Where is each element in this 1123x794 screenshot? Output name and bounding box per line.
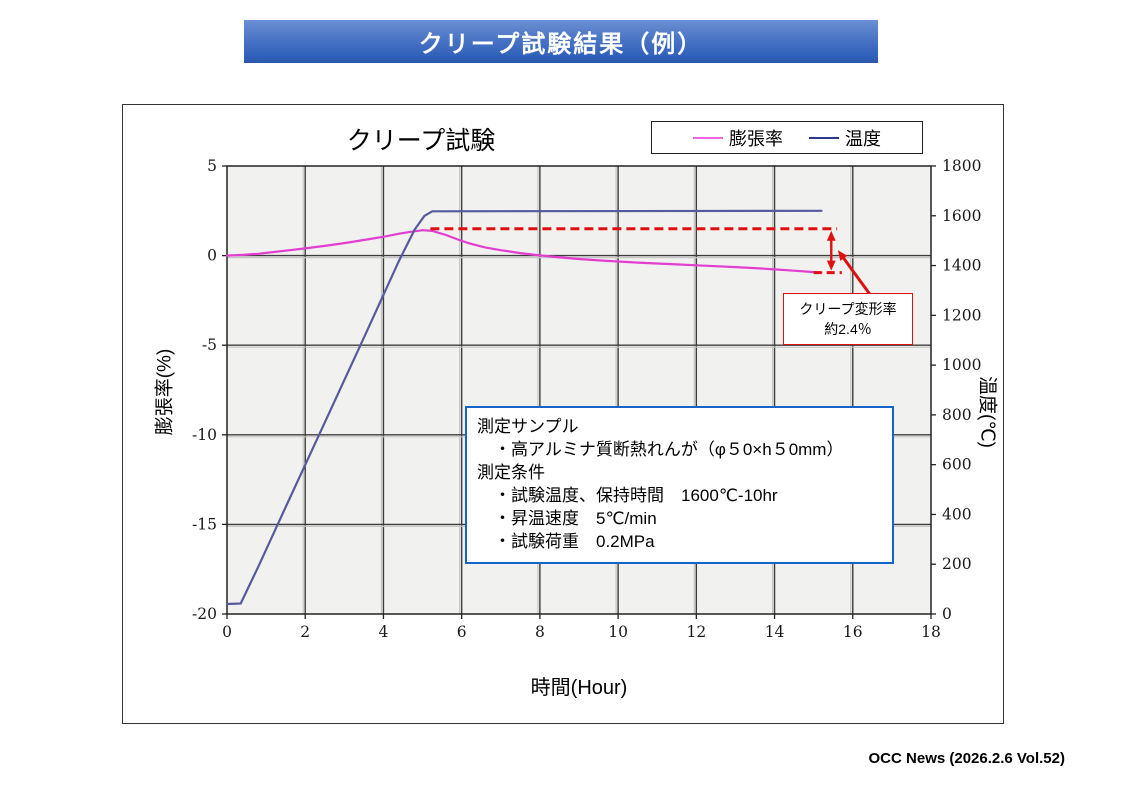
x-tick-label: 16: [843, 623, 863, 641]
y-tick-label-right: 1800: [942, 157, 981, 175]
y-tick-label-right: 1600: [942, 207, 981, 225]
y-tick-label-left: -10: [192, 426, 217, 444]
info-line: 測定条件: [477, 463, 545, 482]
plot-border: [226, 165, 932, 615]
info-line: 測定サンプル: [477, 417, 579, 436]
info-line: ・昇温速度 5℃/min: [477, 509, 657, 528]
x-tick-label: 12: [686, 623, 706, 641]
creep-annotation-box: クリープ変形率 約2.4％: [783, 293, 913, 345]
expansion-line-swatch: [693, 136, 723, 139]
callout-pointer-shaft: [840, 254, 872, 296]
creep-double-arrow-head-up: [826, 230, 836, 241]
legend: 膨張率 温度: [651, 121, 923, 154]
x-tick-label: 14: [765, 623, 785, 641]
credit-text: OCC News (2026.2.6 Vol.52): [868, 750, 1065, 767]
temperature-line-swatch: [809, 136, 839, 139]
x-axis-label: 時間(Hour): [530, 677, 628, 699]
y-axis-label-right: 温度(℃): [976, 376, 998, 448]
y-tick-label-right: 1400: [942, 257, 981, 275]
info-line: ・試験温度、保持時間 1600℃-10hr: [477, 486, 778, 505]
y-tick-label-right: 600: [942, 456, 972, 474]
info-line: ・高アルミナ質断熱れんが（φ５0×h５0mm）: [477, 440, 844, 459]
y-tick-label-right: 200: [942, 555, 972, 573]
chart-panel: 0 2 4 6 8 10 12 14 16 18 5 0 -5 -10 -15 -20 1800 1600 1400…: [122, 104, 1004, 724]
x-tick-label: 8: [535, 623, 545, 641]
x-tick-label: 18: [921, 623, 941, 641]
legend-entry-temperature: 温度: [809, 125, 881, 151]
creep-annotation-line1: クリープ変形率: [799, 301, 897, 317]
y-tick-label-left: -20: [192, 605, 217, 623]
y-tick-label-left: -5: [202, 336, 217, 354]
legend-entry-expansion: 膨張率: [693, 125, 783, 151]
legend-label-expansion: 膨張率: [729, 128, 783, 149]
y-tick-label-left: 0: [207, 247, 217, 265]
x-tick-label: 6: [457, 623, 467, 641]
creep-annotation-line2: 約2.4％: [824, 321, 872, 337]
series-temperature-line: [225, 209, 823, 606]
chart-title: クリープ試験: [346, 127, 496, 155]
info-box-lines: 測定サンプル ・高アルミナ質断熱れんが（φ５0×h５0mm） 測定条件 ・試験温度…: [477, 415, 882, 553]
y-tick-label-right: 0: [942, 605, 952, 623]
x-tick-label: 0: [222, 623, 232, 641]
info-box: 測定サンプル ・高アルミナ質断熱れんが（φ５0×h５0mm） 測定条件 ・試験温度…: [465, 406, 894, 564]
legend-label-temperature: 温度: [845, 128, 881, 149]
series-expansion-line: [225, 229, 823, 274]
callout-pointer-head: [837, 250, 848, 261]
banner-title: クリープ試験結果（例）: [418, 31, 704, 58]
y-tick-label-left: -15: [192, 515, 217, 533]
info-line: ・試験荷重 0.2MPa: [477, 532, 655, 551]
y-tick-label-left: 5: [207, 157, 217, 175]
x-tick-label: 4: [379, 623, 389, 641]
title-banner: クリープ試験結果（例）: [244, 20, 878, 63]
y-tick-label-right: 400: [942, 505, 972, 523]
y-tick-label-right: 800: [942, 406, 972, 424]
y-tick-label-right: 1200: [942, 306, 981, 324]
x-tick-label: 2: [300, 623, 310, 641]
creep-double-arrow-head-down: [826, 260, 836, 271]
x-tick-label: 10: [608, 623, 628, 641]
y-tick-label-right: 1000: [942, 356, 981, 374]
y-axis-label-left: 膨張率(%): [154, 348, 176, 436]
